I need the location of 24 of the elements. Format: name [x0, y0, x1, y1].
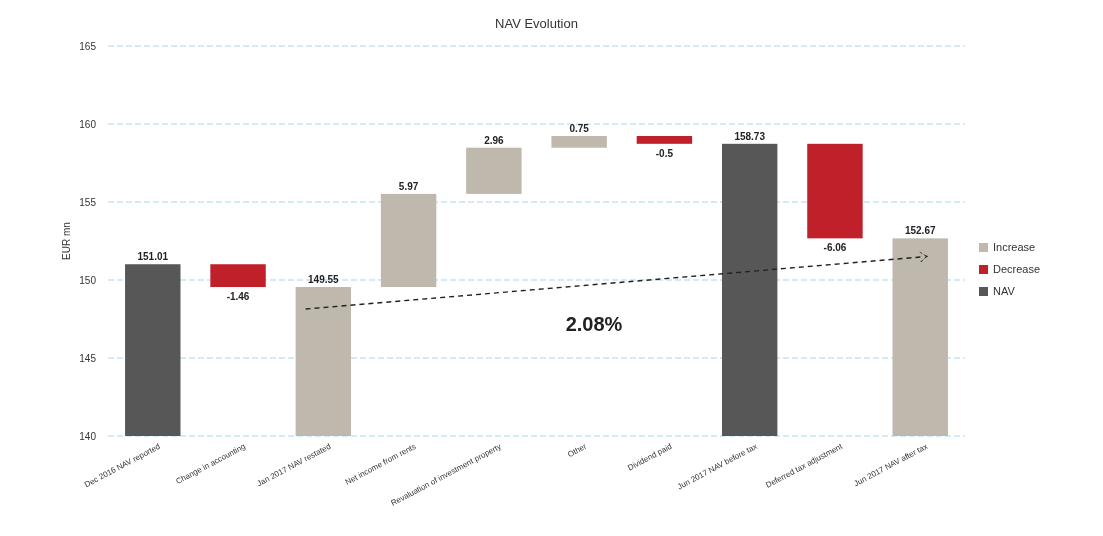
chart-title: NAV Evolution — [495, 16, 578, 31]
y-axis-title: EUR mn — [61, 222, 72, 260]
data-label: -0.5 — [655, 147, 674, 159]
data-label: 151.01 — [137, 251, 169, 263]
y-tick-label: 165 — [79, 41, 97, 52]
legend-label: NAV — [993, 285, 1016, 297]
data-label: -1.46 — [226, 291, 250, 303]
legend-label: Decrease — [993, 263, 1041, 275]
x-tick-label: Other — [566, 441, 589, 460]
data-label: 0.75 — [569, 123, 590, 135]
y-tick-label: 140 — [79, 431, 97, 442]
data-label: 5.97 — [398, 180, 419, 192]
annotation: 2.08% — [565, 313, 623, 335]
legend-label: Increase — [993, 241, 1036, 253]
data-label: 158.73 — [734, 130, 766, 142]
y-tick-label: 160 — [79, 119, 97, 130]
y-tick-label: 145 — [79, 353, 97, 364]
data-label: 2.96 — [484, 134, 505, 146]
data-label: 149.55 — [308, 274, 340, 286]
data-label: -6.06 — [823, 242, 847, 254]
x-tick-label: Jun 2017 NAV after tax — [852, 441, 930, 489]
data-label: 152.67 — [904, 225, 936, 237]
y-tick-label: 155 — [79, 197, 97, 208]
y-tick-label: 150 — [79, 275, 97, 286]
